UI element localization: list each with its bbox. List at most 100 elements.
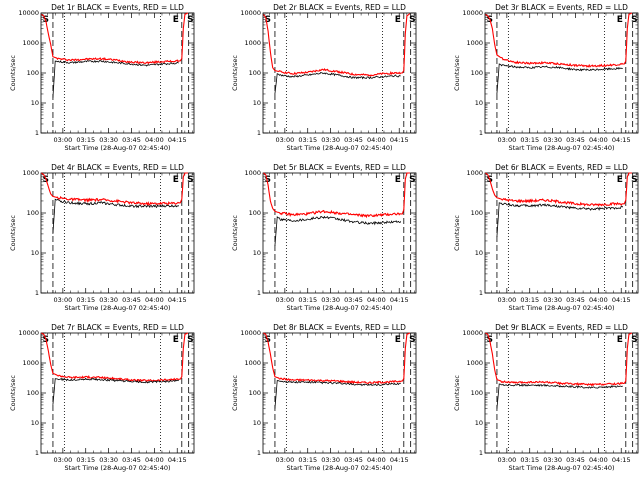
y-tick-label: 100	[249, 69, 261, 77]
x-tick-label: 03:00	[275, 296, 294, 304]
plot-frame	[40, 12, 195, 134]
start-marker-label: S	[409, 175, 415, 185]
panel-det-6: Det 6r BLACK = Events, RED = LLD 1 10 100 10…	[453, 163, 639, 312]
x-tick-label: 04:00	[367, 456, 386, 464]
panel-title: Det 1r BLACK = Events, RED = LLD	[51, 3, 184, 12]
y-tick-label: 10	[253, 99, 261, 107]
x-tick-label: 03:30	[543, 136, 562, 144]
y-tick-label: 1000	[466, 169, 483, 177]
y-tick-label: 10000	[18, 329, 39, 337]
y-tick-label: 10	[475, 99, 483, 107]
x-tick-label: 04:15	[168, 296, 187, 304]
events-series-line	[274, 380, 401, 409]
x-tick-label: 04:15	[390, 136, 409, 144]
x-axis-label: Start Time (28-Aug-07 02:45:40)	[508, 144, 614, 152]
y-tick-label: 1	[479, 129, 483, 137]
y-tick-label: 100	[471, 389, 483, 397]
y-tick-label: 1	[35, 449, 39, 457]
y-tick-label: 1000	[466, 39, 483, 47]
y-tick-label: 10000	[462, 329, 483, 337]
lld-series-line	[41, 12, 189, 65]
x-tick-label: 03:00	[497, 456, 516, 464]
x-tick-label: 04:15	[168, 456, 187, 464]
start-marker-label: S	[631, 175, 637, 185]
y-axis-label: Counts/sec	[9, 375, 17, 411]
end-marker-label: E	[173, 175, 179, 185]
lld-series-line	[263, 172, 410, 219]
end-marker-label: E	[617, 335, 623, 345]
x-tick-label: 03:30	[99, 136, 118, 144]
panel-title: Det 8r BLACK = Events, RED = LLD	[273, 323, 406, 332]
y-tick-label: 1	[479, 289, 483, 297]
y-tick-label: 10	[31, 99, 39, 107]
x-axis-label: Start Time (28-Aug-07 02:45:40)	[64, 144, 170, 152]
x-tick-label: 04:15	[612, 136, 631, 144]
y-tick-label: 1	[257, 289, 261, 297]
x-tick-label: 03:30	[543, 456, 562, 464]
x-axis-label: Start Time (28-Aug-07 02:45:40)	[508, 304, 614, 312]
start-marker-label: S	[631, 335, 637, 345]
x-tick-label: 04:15	[612, 456, 631, 464]
x-axis-label: Start Time (28-Aug-07 02:45:40)	[286, 304, 392, 312]
plot-frame	[484, 12, 639, 134]
x-tick-label: 03:00	[275, 456, 294, 464]
lld-series-line	[41, 172, 188, 207]
y-tick-label: 10	[475, 249, 483, 257]
panel-title: Det 2r BLACK = Events, RED = LLD	[273, 3, 406, 12]
panel-title: Det 7r BLACK = Events, RED = LLD	[51, 323, 184, 332]
x-tick-label: 03:45	[566, 296, 585, 304]
start-marker-label: S	[409, 15, 415, 25]
x-tick-label: 03:45	[344, 456, 363, 464]
events-series-line	[496, 383, 623, 409]
y-tick-label: 10	[253, 249, 261, 257]
x-axis-label: Start Time (28-Aug-07 02:45:40)	[508, 464, 614, 472]
y-tick-label: 1	[257, 129, 261, 137]
y-axis-label: Counts/sec	[9, 215, 17, 251]
x-tick-label: 04:15	[390, 456, 409, 464]
y-tick-label: 1	[479, 449, 483, 457]
panel-title: Det 6r BLACK = Events, RED = LLD	[495, 163, 628, 172]
panel-det-7: Det 7r BLACK = Events, RED = LLD 1 10 100 10…	[9, 323, 195, 472]
y-axis-label: Counts/sec	[453, 215, 461, 251]
x-tick-label: 04:15	[168, 136, 187, 144]
lld-series-line	[485, 12, 633, 68]
x-tick-label: 04:00	[367, 136, 386, 144]
x-tick-label: 04:00	[589, 136, 608, 144]
y-tick-label: 10000	[18, 9, 39, 17]
y-tick-label: 10	[31, 249, 39, 257]
y-tick-label: 100	[27, 209, 39, 217]
start-marker-label: S	[43, 175, 49, 185]
panel-title: Det 4r BLACK = Events, RED = LLD	[51, 163, 184, 172]
x-tick-label: 03:15	[298, 296, 317, 304]
x-tick-label: 03:30	[99, 456, 118, 464]
y-axis-label: Counts/sec	[231, 375, 239, 411]
y-tick-label: 100	[249, 209, 261, 217]
plot-frame	[262, 332, 417, 454]
end-marker-label: E	[395, 175, 401, 185]
y-axis-label: Counts/sec	[453, 375, 461, 411]
panel-det-5: Det 5r BLACK = Events, RED = LLD 1 10 100 10…	[231, 163, 417, 312]
x-tick-label: 03:15	[76, 456, 95, 464]
y-tick-label: 1	[35, 289, 39, 297]
panel-title: Det 3r BLACK = Events, RED = LLD	[495, 3, 628, 12]
panel-det-9: Det 9r BLACK = Events, RED = LLD 1 10 100 10…	[453, 323, 639, 472]
x-tick-label: 03:45	[344, 136, 363, 144]
events-series-line	[274, 215, 402, 247]
lld-series-line	[263, 332, 411, 385]
y-tick-label: 100	[471, 209, 483, 217]
y-tick-label: 1	[35, 129, 39, 137]
x-tick-label: 03:00	[497, 136, 516, 144]
panel-title: Det 9r BLACK = Events, RED = LLD	[495, 323, 628, 332]
start-marker-label: S	[187, 175, 193, 185]
y-tick-label: 100	[27, 69, 39, 77]
panel-det-3: Det 3r BLACK = Events, RED = LLD 1 10 100 10…	[453, 3, 639, 152]
y-tick-label: 10000	[462, 9, 483, 17]
x-tick-label: 03:15	[76, 136, 95, 144]
end-marker-label: E	[173, 335, 179, 345]
x-tick-label: 03:45	[566, 456, 585, 464]
x-tick-label: 04:00	[145, 296, 164, 304]
x-tick-label: 03:00	[275, 136, 294, 144]
start-marker-label: S	[187, 335, 193, 345]
y-tick-label: 1	[257, 449, 261, 457]
